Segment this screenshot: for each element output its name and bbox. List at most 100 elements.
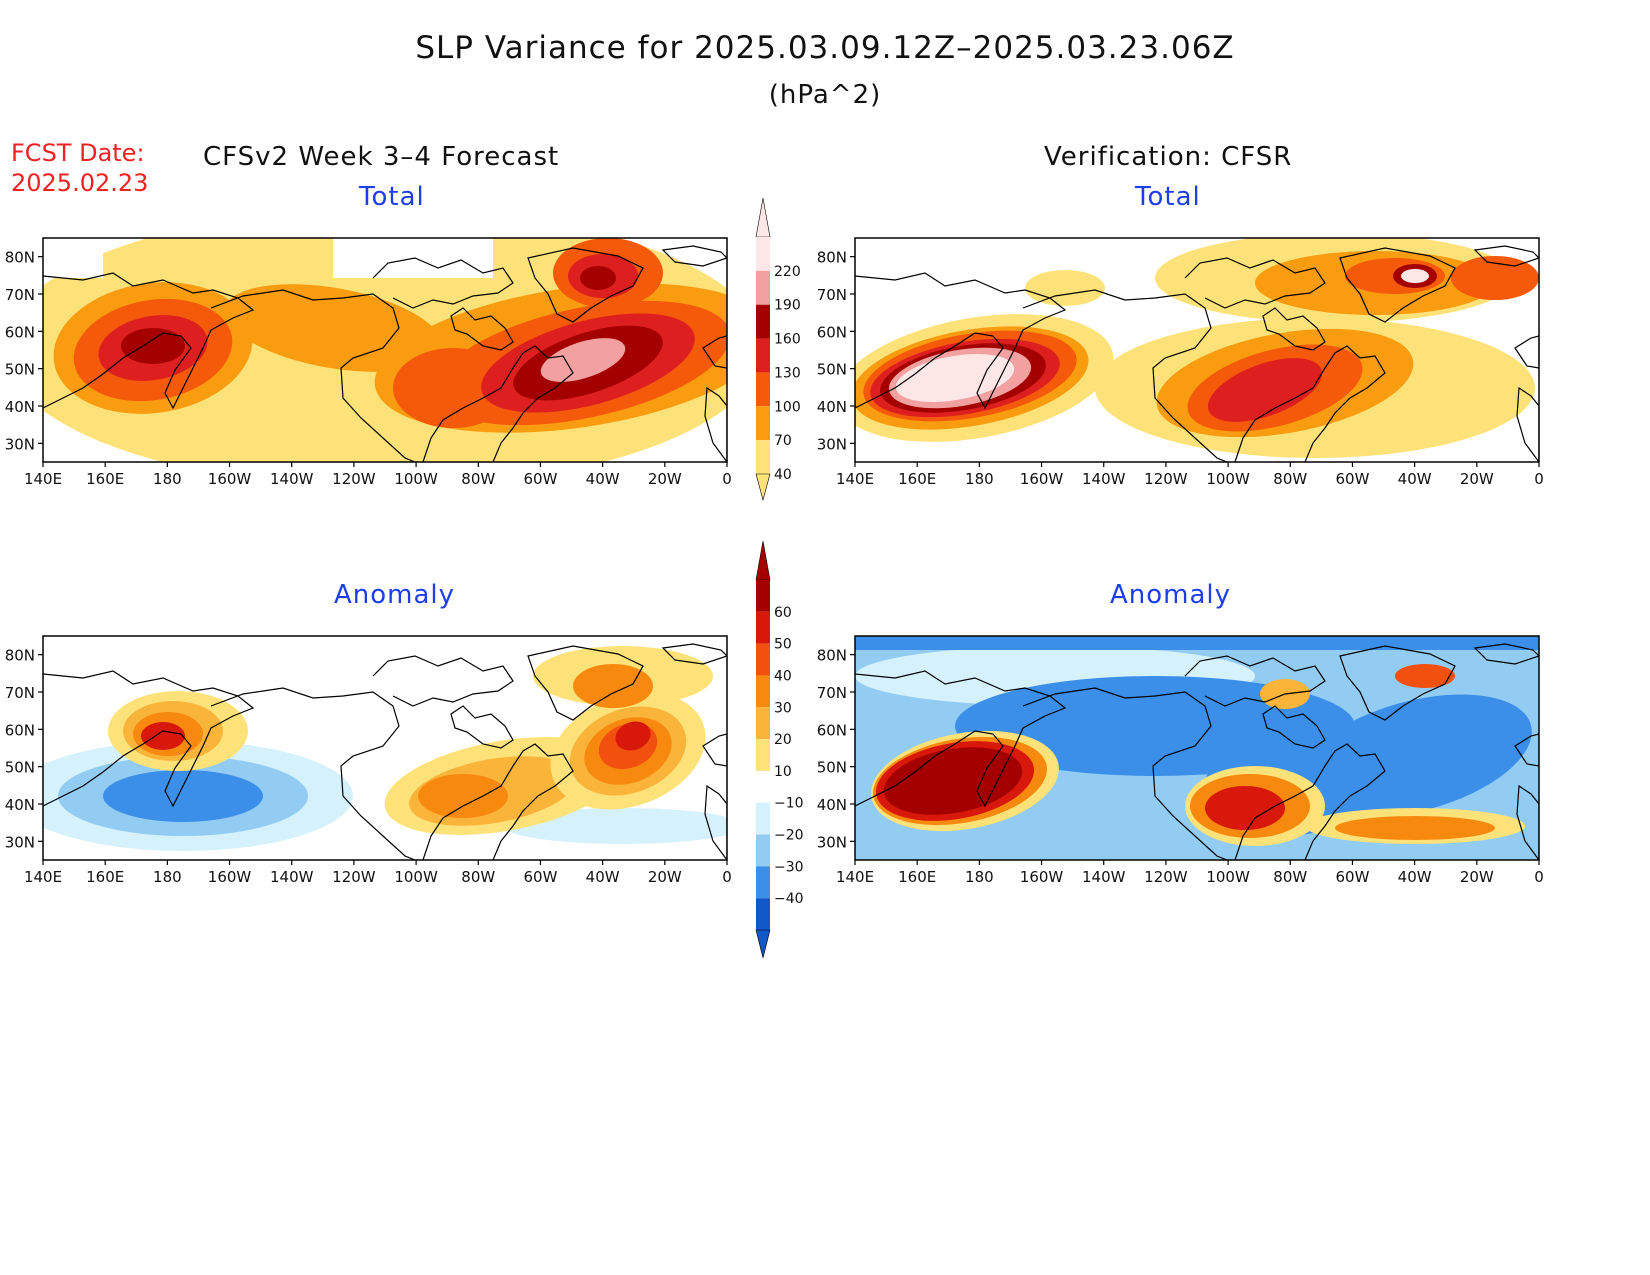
colorbar-segment [756, 304, 770, 339]
lon-tick-label: 120W [332, 470, 376, 488]
lon-tick-label: 160E [86, 868, 124, 886]
colorbar-segment [756, 406, 770, 441]
map-frame [854, 635, 1540, 861]
map-panel-fcst_total: 80N 70N 60N 50N 40N 30N 140E 160E 180 160W 140W 120… [5, 237, 732, 488]
lon-tick-label: 140W [270, 868, 314, 886]
figure-units: (hPa^2) [768, 80, 882, 110]
left-column-title: CFSv2 Week 3–4 Forecast [203, 142, 560, 172]
lon-tick-label: 160E [86, 470, 124, 488]
lat-tick-label: 50N [5, 361, 35, 379]
lon-tick-label: 40W [1398, 868, 1432, 886]
colorbar-segment [756, 770, 770, 803]
colorbar-total: 220 190 160 130 100 70 40 [755, 197, 801, 502]
lat-tick-label: 40N [817, 398, 847, 416]
colorbar-label: 160 [774, 332, 801, 348]
contour-fill [43, 238, 727, 462]
lon-tick-label: 40W [1398, 470, 1432, 488]
colorbar-label: −40 [774, 891, 804, 907]
lat-tick-label: 70N [817, 286, 847, 304]
lon-tick-label: 0 [1534, 868, 1544, 886]
map-frame [42, 237, 728, 463]
lon-tick-label: 160W [208, 868, 252, 886]
map-frame [42, 635, 728, 861]
lat-tick-label: 50N [5, 759, 35, 777]
obs-total-title: Total [1135, 182, 1201, 212]
lat-tick-label: 60N [817, 323, 847, 341]
lat-tick-label: 70N [5, 286, 35, 304]
lon-tick-label: 160W [1020, 470, 1064, 488]
colorbar-label: 60 [774, 605, 792, 621]
forecast-date-label: FCST Date: 2025.02.23 [11, 138, 148, 198]
lon-tick-label: 20W [648, 470, 682, 488]
lon-tick-label: 160W [208, 470, 252, 488]
lon-tick-label: 140W [1082, 470, 1126, 488]
colorbar-label: 70 [774, 433, 792, 449]
lat-tick-label: 70N [5, 684, 35, 702]
lon-tick-label: 140E [836, 470, 874, 488]
lat-tick-label: 60N [817, 721, 847, 739]
lon-tick-label: 160E [898, 470, 936, 488]
map-frame [854, 237, 1540, 463]
lon-tick-label: 100W [394, 470, 438, 488]
lat-tick-label: 80N [817, 249, 847, 267]
colorbar-segment [756, 739, 770, 771]
colorbar-segment [756, 338, 770, 373]
lon-tick-label: 180 [153, 868, 182, 886]
colorbar-label: 50 [774, 637, 792, 653]
colorbar-segment [756, 898, 770, 930]
lat-tick-label: 30N [5, 833, 35, 851]
lon-tick-label: 20W [648, 868, 682, 886]
colorbar-label: −20 [774, 828, 804, 844]
lat-tick-label: 60N [5, 323, 35, 341]
lon-tick-label: 140W [270, 470, 314, 488]
map-panel-obs_anom: 80N 70N 60N 50N 40N 30N 140E 160E 180 160W 140W 120… [817, 635, 1544, 886]
fcst-total-title: Total [359, 182, 425, 212]
lon-tick-label: 180 [965, 470, 994, 488]
lon-tick-label: 60W [1335, 868, 1369, 886]
lon-tick-label: 100W [394, 868, 438, 886]
obs-anomaly-title: Anomaly [1110, 580, 1232, 610]
lon-tick-label: 0 [1534, 470, 1544, 488]
lon-tick-label: 140E [836, 868, 874, 886]
lat-tick-label: 70N [817, 684, 847, 702]
lon-tick-label: 120W [1144, 470, 1188, 488]
colorbar-segment [756, 834, 770, 867]
lon-tick-label: 20W [1460, 470, 1494, 488]
colorbar-segment [756, 440, 770, 474]
contour-fill [855, 636, 1539, 860]
right-column-title: Verification: CFSR [1044, 142, 1293, 172]
map-panel-obs_total: 80N 70N 60N 50N 40N 30N 140E 160E 180 160W 140W 120… [817, 237, 1544, 488]
colorbar-anomaly: 60 50 40 30 20 10 −10 −20 −30 −40 [755, 540, 804, 959]
colorbar-label: 130 [774, 365, 801, 381]
lon-tick-label: 80W [461, 470, 495, 488]
colorbar-segment [756, 643, 770, 676]
lat-tick-label: 80N [817, 647, 847, 665]
lon-tick-label: 0 [722, 470, 732, 488]
lat-tick-label: 40N [817, 796, 847, 814]
colorbar-label: 220 [774, 264, 801, 280]
colorbar-segment [756, 866, 770, 899]
lon-tick-label: 80W [1273, 868, 1307, 886]
lat-tick-label: 50N [817, 759, 847, 777]
lat-tick-label: 30N [817, 435, 847, 453]
lon-tick-label: 160E [898, 868, 936, 886]
lon-tick-label: 140E [24, 868, 62, 886]
colorbar-segment [756, 802, 770, 835]
lon-tick-label: 40W [586, 868, 620, 886]
colorbar-segment [756, 611, 770, 644]
lon-tick-label: 40W [586, 470, 620, 488]
figure-title: SLP Variance for 2025.03.09.12Z–2025.03.… [415, 30, 1235, 66]
lon-tick-label: 140W [1082, 868, 1126, 886]
lon-tick-label: 80W [1273, 470, 1307, 488]
lat-tick-label: 50N [817, 361, 847, 379]
colorbar-segment [756, 237, 770, 271]
colorbar-label: 40 [774, 668, 792, 684]
colorbar-label: 40 [774, 467, 792, 483]
lat-tick-label: 80N [5, 249, 35, 267]
lon-tick-label: 120W [1144, 868, 1188, 886]
colorbar-label: 30 [774, 700, 792, 716]
colorbar-label: −10 [774, 796, 804, 812]
lon-tick-label: 60W [523, 470, 557, 488]
lon-tick-label: 180 [965, 868, 994, 886]
lat-tick-label: 40N [5, 796, 35, 814]
